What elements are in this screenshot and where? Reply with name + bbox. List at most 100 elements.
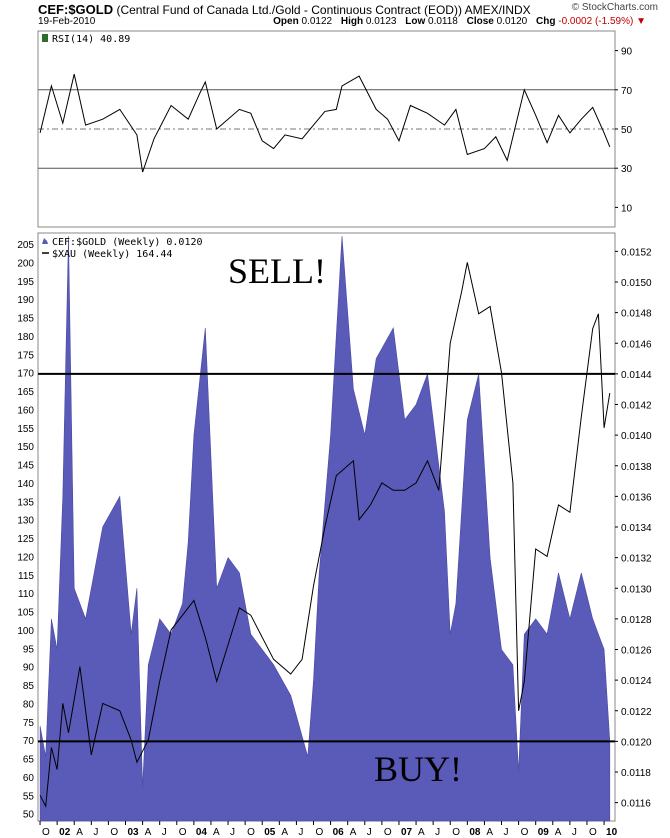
left-tick-label: 185 xyxy=(17,314,34,325)
x-tick-label: A xyxy=(555,827,562,838)
high-label: High xyxy=(340,16,364,27)
left-tick-label: 95 xyxy=(23,644,35,655)
ohlc-readout: Open 0.0122 High 0.0123 Low 0.0118 Close… xyxy=(267,16,646,27)
left-tick-label: 50 xyxy=(23,810,35,821)
open-label: Open xyxy=(273,16,299,27)
x-tick-label: J xyxy=(504,827,509,838)
left-tick-label: 175 xyxy=(17,350,34,361)
right-tick-label: 0.0120 xyxy=(621,737,652,748)
close-value: 0.0120 xyxy=(496,16,528,27)
left-tick-label: 140 xyxy=(17,479,34,490)
symbol-label: CEF:$GOLD xyxy=(38,2,114,17)
x-tick-label: J xyxy=(572,827,577,838)
left-tick-label: 70 xyxy=(23,736,35,747)
right-tick-label: 0.0118 xyxy=(621,768,651,779)
rsi-tick-label: 30 xyxy=(621,164,633,175)
rsi-legend-label: RSI(14) 40.89 xyxy=(52,34,130,45)
symbol-description: (Central Fund of Canada Ltd./Gold - Cont… xyxy=(116,3,462,17)
rsi-axis-ticks: 10 30 50 70 90 xyxy=(615,47,633,214)
x-tick-label: A xyxy=(418,827,425,838)
x-tick-label: O xyxy=(247,827,255,838)
x-tick-label: A xyxy=(145,827,152,838)
x-tick-label: 06 xyxy=(333,827,345,838)
left-tick-label: 165 xyxy=(17,387,34,398)
main-panel: SELL! BUY! 50 55 60 65 70 75 80 85 90 95 100 105 110… xyxy=(17,232,652,822)
left-tick-label: 120 xyxy=(17,552,34,563)
right-tick-label: 0.0126 xyxy=(621,646,652,657)
xau-line xyxy=(39,262,611,809)
x-tick-label: O xyxy=(42,827,50,838)
chart-title: CEF:$GOLD (Central Fund of Canada Ltd./G… xyxy=(38,2,531,17)
low-value: 0.0118 xyxy=(428,16,458,27)
left-tick-label: 85 xyxy=(23,681,35,692)
right-tick-label: 0.0152 xyxy=(621,247,652,258)
right-tick-label: 0.0150 xyxy=(621,278,652,289)
low-label: Low xyxy=(405,16,426,27)
x-tick-label: 07 xyxy=(401,827,413,838)
rsi-legend: RSI(14) 40.89 xyxy=(42,34,130,45)
left-tick-label: 135 xyxy=(17,497,34,508)
x-tick-label: 10 xyxy=(606,827,618,838)
left-tick-label: 145 xyxy=(17,461,34,472)
brand-label: © StockCharts.com xyxy=(571,2,658,13)
left-tick-label: 100 xyxy=(17,626,34,637)
left-tick-label: 125 xyxy=(17,534,34,545)
x-tick-label: A xyxy=(76,827,83,838)
x-tick-label: O xyxy=(589,827,597,838)
right-tick-label: 0.0140 xyxy=(621,431,652,442)
right-tick-label: 0.0128 xyxy=(621,615,652,626)
rsi-gridlines xyxy=(38,89,615,169)
left-tick-label: 105 xyxy=(17,608,34,619)
x-tick-label: O xyxy=(384,827,392,838)
right-tick-label: 0.0132 xyxy=(621,554,652,565)
x-tick-label: A xyxy=(486,827,493,838)
left-tick-label: 60 xyxy=(23,773,35,784)
left-tick-label: 200 xyxy=(17,258,34,269)
x-tick-label: 08 xyxy=(469,827,481,838)
x-tick-label: O xyxy=(452,827,460,838)
right-tick-label: 0.0136 xyxy=(621,492,652,503)
x-tick-label: 04 xyxy=(196,827,208,838)
left-tick-label: 130 xyxy=(17,516,34,527)
right-axis-ticks: 0.0116 0.0118 0.0120 0.0122 0.0124 0.0126 0.01… xyxy=(615,247,652,810)
x-tick-label: J xyxy=(93,827,98,838)
right-tick-label: 0.0144 xyxy=(621,370,652,381)
left-tick-label: 65 xyxy=(23,755,35,766)
right-tick-label: 0.0134 xyxy=(621,523,652,534)
left-axis-ticks: 50 55 60 65 70 75 80 85 90 95 100 105 110 115 120 125 13… xyxy=(17,240,34,821)
x-tick-label: 03 xyxy=(128,827,140,838)
x-tick-label: 09 xyxy=(538,827,550,838)
chart-date: 19-Feb-2010 xyxy=(38,16,96,27)
rsi-tick-label: 10 xyxy=(621,203,633,214)
left-tick-label: 55 xyxy=(23,791,35,802)
buy-annotation: BUY! xyxy=(374,749,462,789)
right-tick-label: 0.0138 xyxy=(621,462,652,473)
right-tick-label: 0.0148 xyxy=(621,309,652,320)
left-tick-label: 150 xyxy=(17,442,34,453)
left-tick-label: 190 xyxy=(17,295,34,306)
right-tick-label: 0.0122 xyxy=(621,707,652,718)
left-tick-label: 110 xyxy=(18,589,34,600)
stockcharts-brand: © StockCharts.com xyxy=(572,2,658,13)
ratio-legend-label: CEF:$GOLD (Weekly) 0.0120 xyxy=(52,237,203,248)
left-tick-label: 195 xyxy=(17,277,34,288)
left-tick-label: 115 xyxy=(18,571,34,582)
chg-value: -0.0002 (-1.59%) xyxy=(558,16,634,27)
open-value: 0.0122 xyxy=(301,16,333,27)
x-tick-label: O xyxy=(179,827,187,838)
x-tick-label: A xyxy=(213,827,220,838)
rsi-line xyxy=(39,73,611,173)
x-tick-label: O xyxy=(110,827,118,838)
left-tick-label: 205 xyxy=(17,240,34,251)
left-tick-label: 170 xyxy=(17,369,34,380)
rsi-tick-label: 50 xyxy=(621,125,633,136)
left-tick-label: 180 xyxy=(17,332,34,343)
x-tick-label: J xyxy=(230,827,235,838)
right-tick-label: 0.0142 xyxy=(621,401,652,412)
right-tick-label: 0.0130 xyxy=(621,584,652,595)
rsi-tick-label: 90 xyxy=(621,47,633,58)
x-tick-label: O xyxy=(316,827,324,838)
x-tick-label: J xyxy=(367,827,372,838)
right-tick-label: 0.0124 xyxy=(621,676,652,687)
close-label: Close xyxy=(466,16,494,27)
